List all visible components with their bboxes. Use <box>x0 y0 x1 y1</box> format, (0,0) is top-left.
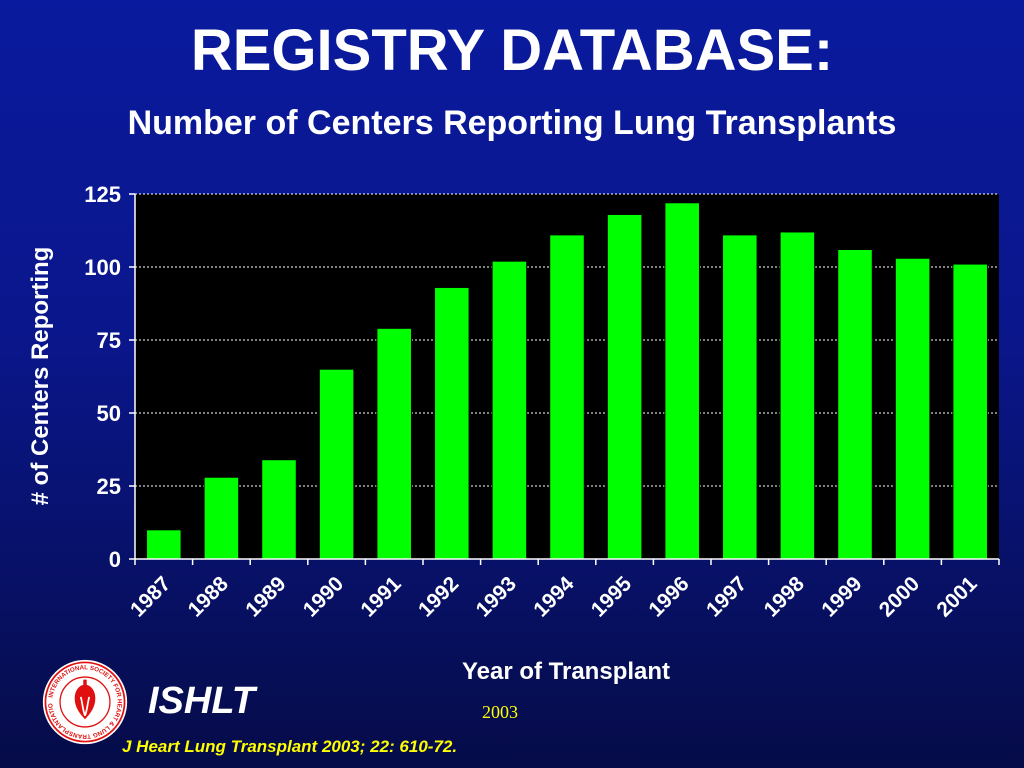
y-tick-label: 100 <box>84 255 121 280</box>
bar <box>664 202 700 560</box>
bar <box>894 257 931 560</box>
x-tick-label: 1990 <box>299 572 348 621</box>
x-tick-label: 1999 <box>817 572 866 621</box>
x-tick-labels: 1987 1988 1989 1990 1991 1992 1993 1994 1995 1996… <box>126 572 982 622</box>
ishlt-logo: INTERNATIONAL SOCIETY FOR HEART & LUNG T… <box>42 659 128 745</box>
bar <box>549 234 585 560</box>
x-tick-label: 1998 <box>760 572 810 622</box>
y-tick-label: 50 <box>97 401 121 426</box>
x-tick-label: 1987 <box>126 572 175 621</box>
y-tick-label: 0 <box>109 547 121 572</box>
x-tick-label: 1995 <box>587 572 637 622</box>
y-axis-label: # of Centers Reporting <box>27 247 54 506</box>
y-tick-label: 25 <box>97 474 121 499</box>
bar <box>779 231 816 560</box>
axes <box>129 193 1000 565</box>
x-tick-label: 1992 <box>414 572 463 621</box>
y-tick-label: 125 <box>84 182 121 207</box>
citation: J Heart Lung Transplant 2003; 22: 610-72… <box>122 737 458 756</box>
publication-year: 2003 <box>482 702 518 722</box>
bar <box>376 327 412 560</box>
x-tick-label: 2001 <box>932 572 982 622</box>
x-tick-label: 1989 <box>241 572 290 621</box>
bar <box>606 213 643 560</box>
bar <box>146 529 182 560</box>
x-tick-label: 1997 <box>702 572 751 621</box>
x-tick-label: 2000 <box>875 572 924 621</box>
y-tick-labels: 0 25 50 75 100 125 <box>84 182 121 572</box>
heart-lung-emblem <box>74 679 96 720</box>
x-tick-label: 1996 <box>644 572 693 621</box>
bar <box>434 286 470 560</box>
bar <box>837 248 873 560</box>
x-tick-label: 1993 <box>472 572 521 621</box>
x-tick-label: 1994 <box>529 572 579 622</box>
x-tick-label: 1988 <box>184 572 234 622</box>
bar <box>261 459 297 560</box>
x-tick-label: 1991 <box>356 572 406 622</box>
bars <box>146 202 988 560</box>
y-tick-label: 75 <box>97 328 121 353</box>
slide-title: REGISTRY DATABASE: <box>190 18 834 83</box>
bar <box>318 368 355 560</box>
bar <box>203 476 240 560</box>
slide-subtitle: Number of Centers Reporting Lung Transpl… <box>127 104 897 142</box>
organization-name: ISHLT <box>148 680 255 722</box>
x-axis-label: Year of Transplant <box>462 658 670 685</box>
bar <box>952 263 988 560</box>
bar <box>491 260 528 560</box>
bar <box>722 234 758 560</box>
